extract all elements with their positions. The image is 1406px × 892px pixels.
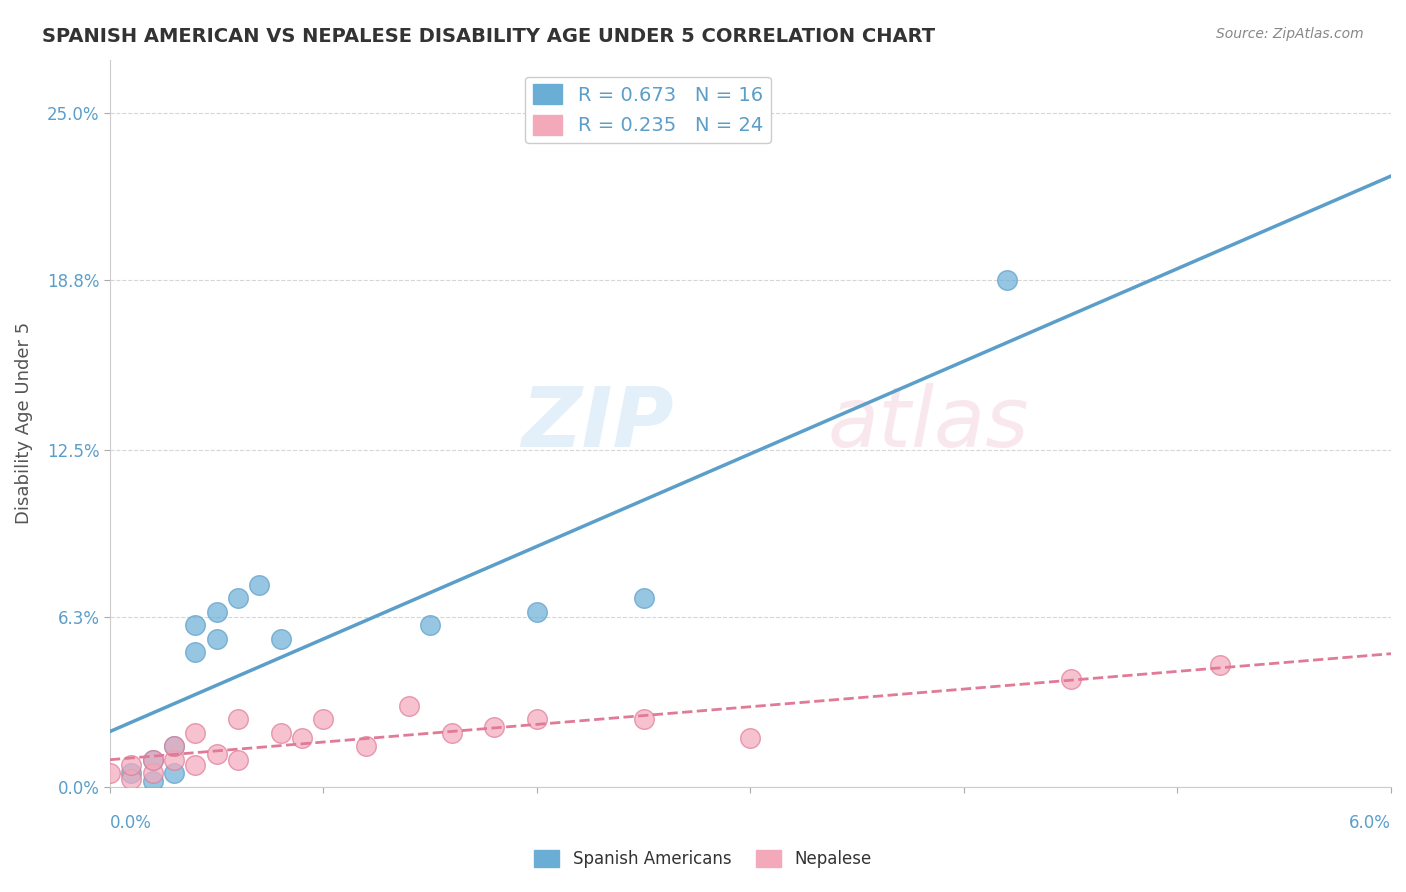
Text: Source: ZipAtlas.com: Source: ZipAtlas.com [1216, 27, 1364, 41]
Point [291, 731, 314, 746]
Point [1209, 658, 1232, 673]
Point [226, 753, 249, 767]
Point [163, 766, 186, 780]
Point [526, 605, 548, 619]
Legend: Spanish Americans, Nepalese: Spanish Americans, Nepalese [527, 843, 879, 875]
Text: 0.0%: 0.0% [110, 814, 152, 832]
Point [226, 591, 249, 606]
Point [142, 766, 165, 780]
Point [270, 632, 292, 646]
Text: ZIP: ZIP [522, 383, 673, 464]
Point [484, 720, 506, 734]
Point [142, 753, 165, 767]
Point [205, 632, 228, 646]
Point [995, 273, 1018, 287]
Point [184, 725, 207, 739]
Point [440, 725, 463, 739]
Point [398, 698, 420, 713]
Point [247, 577, 270, 591]
Point [142, 774, 165, 789]
Point [163, 739, 186, 754]
Point [740, 731, 762, 746]
Point [184, 758, 207, 772]
Point [163, 753, 186, 767]
Text: SPANISH AMERICAN VS NEPALESE DISABILITY AGE UNDER 5 CORRELATION CHART: SPANISH AMERICAN VS NEPALESE DISABILITY … [42, 27, 935, 45]
Text: atlas: atlas [827, 383, 1029, 464]
Point [633, 712, 655, 726]
Point [142, 753, 165, 767]
Point [354, 739, 377, 754]
Point [184, 645, 207, 659]
Point [120, 772, 142, 786]
Point [312, 712, 335, 726]
Legend: R = 0.673   N = 16, R = 0.235   N = 24: R = 0.673 N = 16, R = 0.235 N = 24 [526, 77, 770, 143]
Point [163, 739, 186, 754]
Point [526, 712, 548, 726]
Point [98, 766, 121, 780]
Point [120, 766, 142, 780]
Y-axis label: Disability Age Under 5: Disability Age Under 5 [15, 322, 32, 524]
Point [226, 712, 249, 726]
Point [419, 618, 441, 632]
Point [120, 758, 142, 772]
Point [270, 725, 292, 739]
Point [205, 605, 228, 619]
Point [205, 747, 228, 762]
Point [633, 591, 655, 606]
Point [184, 618, 207, 632]
Point [1060, 672, 1083, 686]
Text: 6.0%: 6.0% [1350, 814, 1391, 832]
